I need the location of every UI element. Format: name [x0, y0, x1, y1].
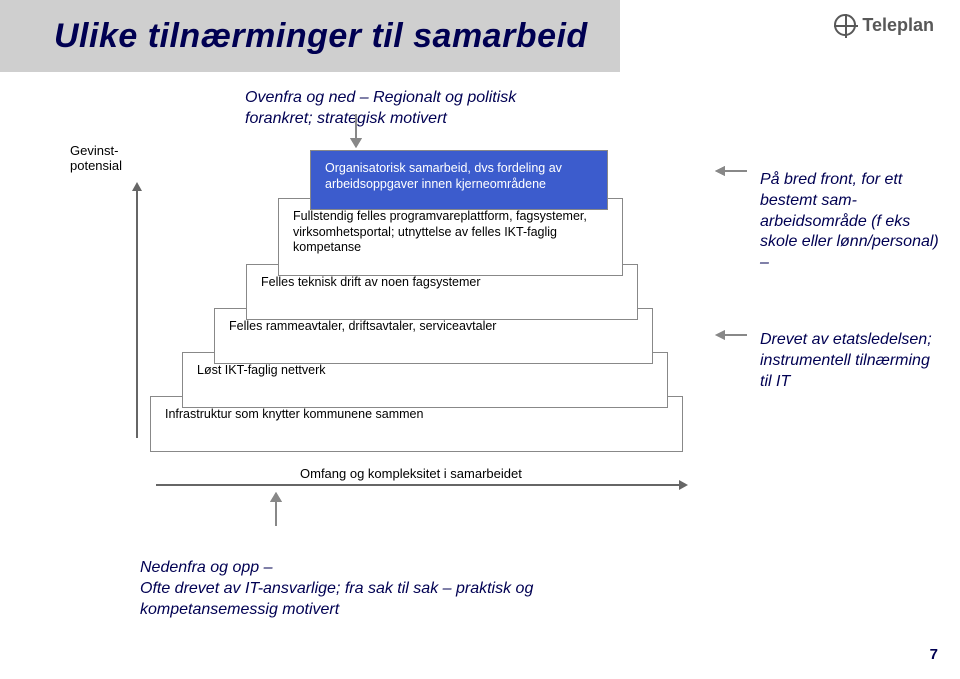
- title-bar: Ulike tilnærminger til samarbeid: [0, 0, 620, 72]
- globe-icon: [834, 14, 856, 36]
- brand-logo: Teleplan: [834, 14, 934, 36]
- note-right-2: Drevet av etatsledelsen; instrumentell t…: [760, 330, 940, 392]
- note-bottom: Nedenfra og opp –Ofte drevet av IT-ansva…: [140, 558, 570, 620]
- y-axis-arrow-icon: [136, 184, 138, 438]
- page-title: Ulike tilnærminger til samarbeid: [54, 17, 588, 56]
- x-axis-arrow-icon: [156, 484, 686, 486]
- note-right-1: På bred front, for ett bestemt sam-arbei…: [760, 170, 940, 274]
- page-number: 7: [930, 646, 938, 663]
- y-axis-label: Gevinst-potensial: [70, 144, 144, 174]
- x-axis-label: Omfang og kompleksitet i samarbeidet: [300, 466, 522, 481]
- brand-name: Teleplan: [862, 15, 934, 36]
- stair-diagram: Gevinst-potensial Organisatorisk samarbe…: [120, 150, 760, 540]
- note-top: Ovenfra og ned – Regionalt og politisk f…: [245, 88, 575, 130]
- stair-step-6: Organisatorisk samarbeid, dvs fordeling …: [310, 150, 608, 210]
- arrow-up-icon: [270, 492, 282, 526]
- arrow-down-icon: [350, 114, 362, 148]
- arrow-left-icon: [715, 328, 747, 342]
- arrow-left-icon: [715, 164, 747, 178]
